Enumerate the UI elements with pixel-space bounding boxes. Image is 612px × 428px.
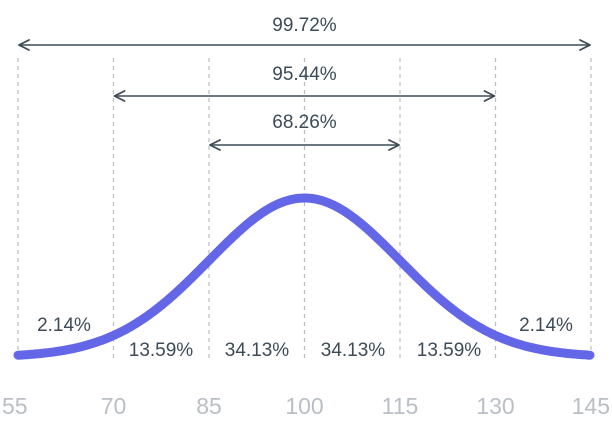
- segment-label: 13.59%: [129, 340, 194, 361]
- range-arrows: 99.72% 95.44% 68.26%: [18, 15, 591, 151]
- axis-tick-label: 130: [476, 393, 514, 419]
- segment-label: 34.13%: [321, 340, 386, 361]
- bell-curve: [13, 193, 595, 360]
- axis-tick-label: 100: [285, 393, 323, 419]
- range-label: 95.44%: [272, 64, 337, 85]
- sd-guide-lines: [17, 58, 592, 362]
- axis-tick-label: 145: [572, 393, 610, 419]
- axis-tick-label: 85: [196, 393, 222, 419]
- segment-label: 2.14%: [519, 315, 573, 336]
- axis-tick-labels: 55 70 85 100 115 130 145: [2, 393, 610, 419]
- range-label: 68.26%: [272, 112, 337, 133]
- segment-label: 34.13%: [225, 340, 290, 361]
- axis-tick-label: 115: [382, 393, 419, 419]
- axis-tick-label: 70: [101, 393, 127, 419]
- axis-tick-label: 55: [2, 393, 28, 419]
- segment-labels: 2.14% 13.59% 34.13% 34.13% 13.59% 2.14%: [37, 315, 573, 361]
- segment-label: 13.59%: [417, 340, 482, 361]
- range-label: 99.72%: [272, 15, 337, 36]
- segment-label: 2.14%: [37, 315, 91, 336]
